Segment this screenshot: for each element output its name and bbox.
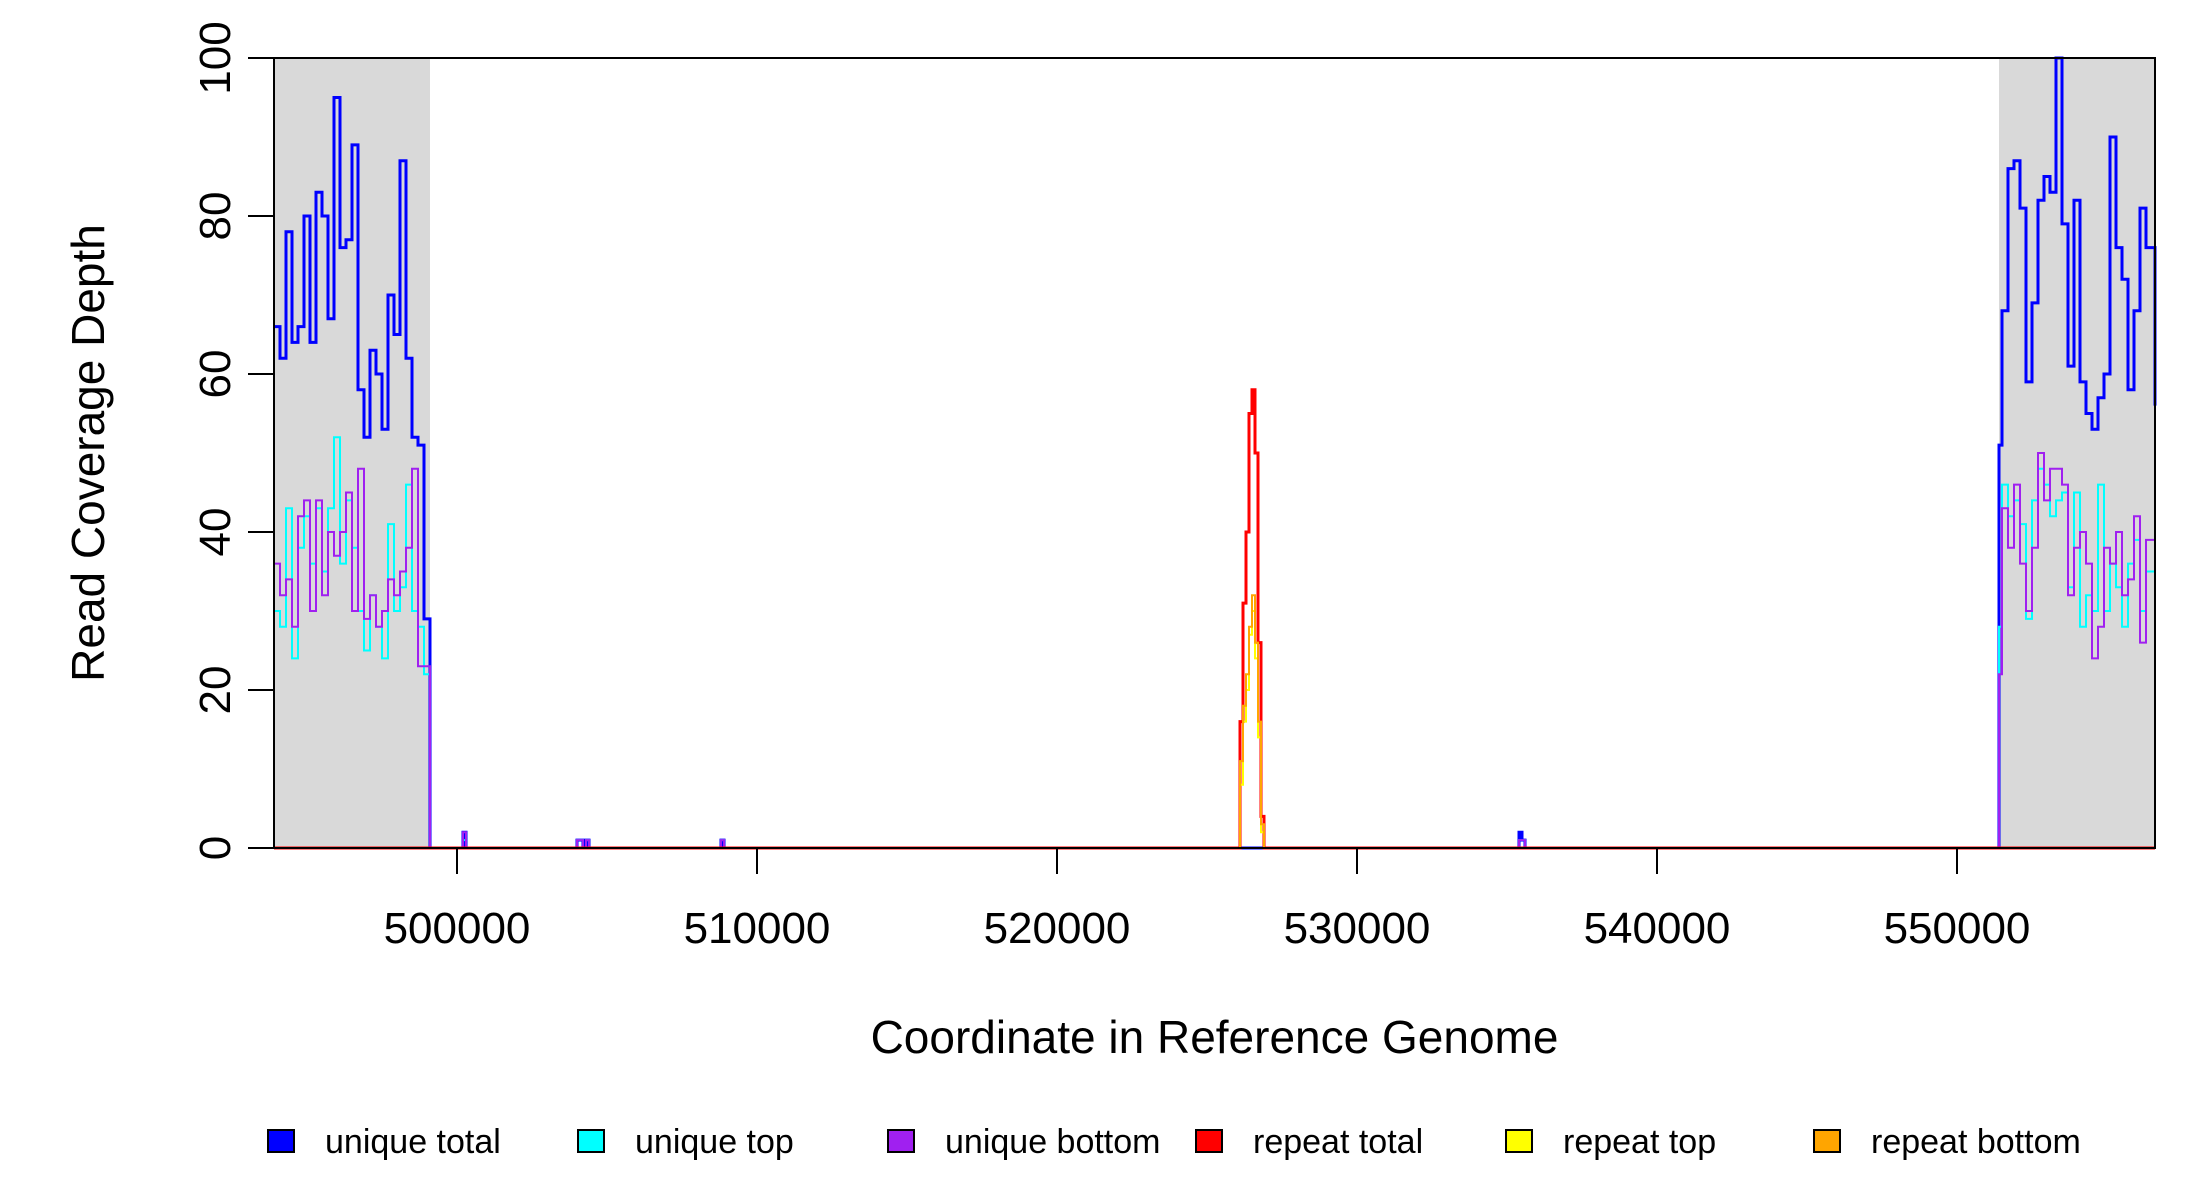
x-axis: 500000 510000 520000 530000 540000 550000 (384, 848, 2031, 953)
legend-swatch-unique-total (267, 1129, 295, 1153)
x-tick-label: 530000 (1284, 904, 1431, 953)
legend-swatch-repeat-bottom (1813, 1129, 1841, 1153)
legend-label-unique-top: unique top (635, 1123, 794, 1161)
x-tick-label: 520000 (984, 904, 1131, 953)
legend-swatch-unique-bottom (887, 1129, 915, 1153)
series-line-unique-total (274, 56, 2157, 850)
y-tick-label: 20 (191, 666, 240, 715)
x-tick-label: 500000 (384, 904, 531, 953)
y-axis: 0 20 40 60 80 100 (191, 21, 274, 860)
x-tick-label: 510000 (684, 904, 831, 953)
series-lines (274, 56, 2157, 850)
y-tick-label: 0 (191, 836, 240, 860)
series-line-repeat-bottom (274, 594, 2155, 849)
plot-frame (273, 57, 2156, 849)
y-tick-label: 80 (191, 192, 240, 241)
legend: unique total unique top unique bottom repea… (267, 1123, 2081, 1161)
legend-swatch-repeat-total (1195, 1129, 1223, 1153)
shaded-region-2 (1999, 58, 2155, 848)
shaded-regions (274, 58, 2155, 848)
legend-swatch-unique-top (577, 1129, 605, 1153)
legend-label-unique-bottom: unique bottom (945, 1123, 1161, 1161)
x-axis-title: Coordinate in Reference Genome (871, 1011, 1559, 1063)
series-line-unique-top (274, 436, 2156, 849)
y-tick-label: 40 (191, 508, 240, 557)
legend-label-repeat-bottom: repeat bottom (1871, 1123, 2081, 1161)
legend-label-repeat-top: repeat top (1563, 1123, 1716, 1161)
y-tick-label: 100 (191, 21, 240, 94)
series-line-unique-bottom (274, 452, 2156, 849)
legend-label-repeat-total: repeat total (1253, 1123, 1423, 1161)
x-tick-label: 550000 (1884, 904, 2031, 953)
y-tick-label: 60 (191, 350, 240, 399)
legend-swatch-repeat-top (1505, 1129, 1533, 1153)
series-line-repeat-total (274, 388, 2155, 850)
x-tick-label: 540000 (1584, 904, 1731, 953)
y-axis-title: Read Coverage Depth (62, 224, 114, 682)
legend-label-unique-total: unique total (325, 1123, 501, 1161)
series-line-repeat-top (274, 610, 2155, 849)
